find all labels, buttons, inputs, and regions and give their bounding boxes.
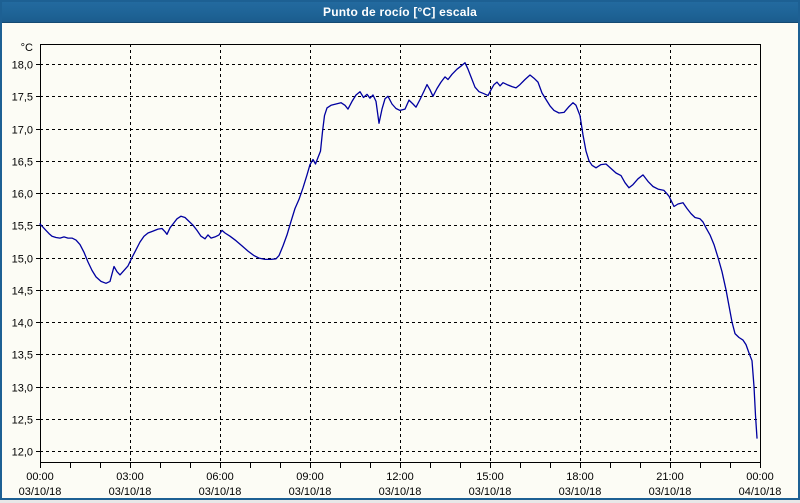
y-tick-label: 16,0 — [12, 189, 33, 201]
chart-canvas: 18,0 17,5 17,0 16,5 16,0 15,5 15,0 14,5 14,0 13,5… — [12, 42, 782, 498]
y-tick-label: 14,5 — [12, 286, 33, 298]
x-tick-time: 06:00 — [206, 471, 234, 483]
window-titlebar[interactable]: Punto de rocío [°C] escala — [2, 2, 798, 23]
y-tick-label: 13,0 — [12, 383, 33, 395]
data-line-punto-de-rocío — [39, 62, 758, 439]
y-tick-label: 15,5 — [12, 221, 33, 233]
y-tick-label: 12,0 — [12, 447, 33, 459]
x-tick-date: 03/10/18 — [289, 486, 332, 498]
y-tick-label: 14,0 — [12, 318, 33, 330]
x-tick-time: 03:00 — [116, 471, 144, 483]
x-tick-time: 09:00 — [296, 471, 324, 483]
x-tick-date: 04/10/18 — [739, 486, 782, 498]
x-tick-time: 18:00 — [566, 471, 594, 483]
x-tick-date: 03/10/18 — [559, 486, 602, 498]
x-tick-time: 12:00 — [386, 471, 414, 483]
chart-area: 18,0 17,5 17,0 16,5 16,0 15,5 15,0 14,5 14,0 13,5… — [2, 23, 798, 498]
y-tick-label: 13,5 — [12, 350, 33, 362]
y-tick-label: 17,5 — [12, 92, 33, 104]
x-tick-time: 00:00 — [746, 471, 774, 483]
x-tick-date: 03/10/18 — [469, 486, 512, 498]
x-tick-date: 03/10/18 — [199, 486, 242, 498]
x-tick-time: 15:00 — [476, 471, 504, 483]
x-tick-date: 03/10/18 — [19, 486, 62, 498]
x-tick-date: 03/10/18 — [649, 486, 692, 498]
x-tick-time: 00:00 — [26, 471, 54, 483]
window-title: Punto de rocío [°C] escala — [322, 5, 478, 19]
y-tick-label: 18,0 — [12, 60, 33, 72]
y-tick-label: 17,0 — [12, 125, 33, 137]
x-tick-date: 03/10/18 — [379, 486, 422, 498]
y-tick-label: 16,5 — [12, 157, 33, 169]
y-tick-label: 12,5 — [12, 415, 33, 427]
y-tick-label: 15,0 — [12, 254, 33, 266]
y-axis-unit-label: °C — [21, 42, 33, 54]
x-tick-date: 03/10/18 — [109, 486, 152, 498]
x-tick-time: 21:00 — [656, 471, 684, 483]
